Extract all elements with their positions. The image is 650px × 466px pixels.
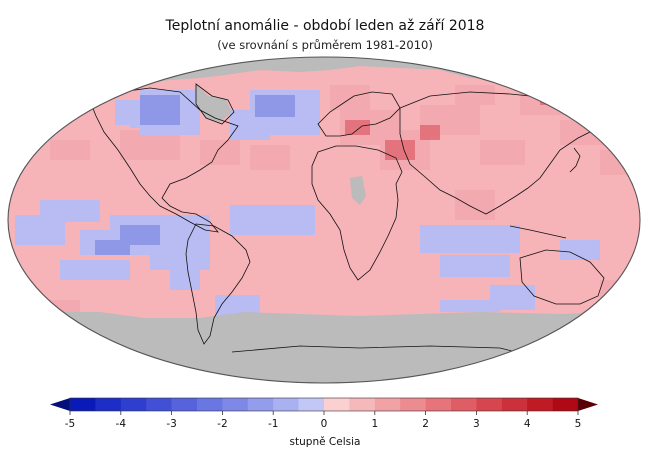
no-data-sahara (350, 176, 366, 205)
colorbar-segment (146, 398, 172, 411)
coastlines (87, 83, 611, 359)
colorbar-tick-label: 0 (321, 418, 328, 430)
colorbar-segment (400, 398, 426, 411)
map-border (7, 56, 641, 384)
coast-north-america (87, 87, 239, 233)
colorbar-segment (349, 398, 376, 411)
strong-cool-anomaly-cell (95, 240, 130, 255)
strong-warm-anomaly-cell (385, 140, 415, 160)
coast-australia (519, 249, 605, 305)
map-subtitle: (ve srovnání s průměrem 1981-2010) (217, 38, 433, 52)
colorbar-segment (425, 398, 452, 411)
colorbar-segment (247, 398, 274, 411)
cool-anomaly-cell (420, 225, 520, 253)
colorbar-segment (120, 398, 147, 411)
colorbar-segment (70, 398, 96, 411)
coast-greenland (195, 83, 235, 125)
colorbar-segment (298, 398, 325, 411)
strong-warm-anomaly-cell (345, 120, 370, 135)
colorbar-under-arrow (50, 398, 70, 411)
colorbar-segment (95, 398, 122, 411)
warm-anomaly-cell (200, 140, 240, 165)
colorbar-segment (324, 398, 350, 411)
colorbar-ticks: -5 -4 -3 -2 -1 0 1 2 3 4 5 (65, 411, 582, 430)
map-title: Teplotní anomálie - období leden až září… (165, 18, 485, 34)
colorbar-tick-label: 4 (524, 418, 531, 430)
colorbar-over-arrow (578, 398, 598, 411)
anomaly-grid-cells (15, 85, 630, 340)
cool-anomaly-cell (170, 265, 200, 290)
strong-cool-anomaly-cell (140, 95, 180, 125)
cool-anomaly-cell (60, 260, 130, 280)
colorbar-tick-label: -1 (268, 418, 278, 430)
warm-anomaly-cell (250, 145, 290, 170)
cool-anomaly-cell (230, 205, 315, 235)
cool-anomaly-cell (15, 215, 65, 245)
colorbar-tick-label: -5 (65, 418, 75, 430)
colorbar-segments (50, 397, 598, 412)
colorbar-tick-label: 1 (371, 418, 378, 430)
colorbar-tick-label: -2 (217, 418, 227, 430)
cool-anomaly-cell (440, 300, 500, 312)
colorbar-tick-label: 3 (473, 418, 480, 430)
colorbar-segment (501, 398, 528, 411)
coast-antarctica (231, 345, 541, 359)
colorbar-tick-label: 2 (422, 418, 429, 430)
colorbar-tick-label: -4 (116, 418, 127, 430)
coast-south-america (185, 223, 251, 345)
colorbar-segment (451, 398, 477, 411)
coast-europe (317, 91, 401, 137)
warm-anomaly-cell (50, 140, 90, 160)
strong-warm-anomaly-cell (420, 125, 440, 140)
colorbar-unit-label: stupně Celsia (289, 436, 361, 448)
colorbar-segment (552, 398, 579, 411)
warm-anomaly-cell (455, 85, 495, 105)
strong-cool-anomaly-cell (255, 95, 295, 117)
warm-anomaly-cell (330, 85, 370, 110)
colorbar-segment (374, 398, 401, 411)
colorbar-segment (171, 398, 198, 411)
cool-anomaly-cell (440, 255, 510, 277)
colorbar-segment (273, 398, 299, 411)
warm-anomaly-cell (480, 140, 525, 165)
colorbar-segment (476, 398, 503, 411)
colorbar-tick-label: -3 (166, 418, 176, 430)
colorbar-segment (197, 398, 223, 411)
coast-indonesia (509, 225, 567, 239)
coast-africa (311, 145, 403, 281)
colorbar-tick-label: 5 (575, 418, 582, 430)
colorbar-segment (527, 398, 553, 411)
warm-anomaly-cell (455, 190, 495, 220)
colorbar-segment (222, 398, 249, 411)
coast-japan (569, 147, 581, 173)
cool-anomaly-cell (560, 240, 600, 260)
